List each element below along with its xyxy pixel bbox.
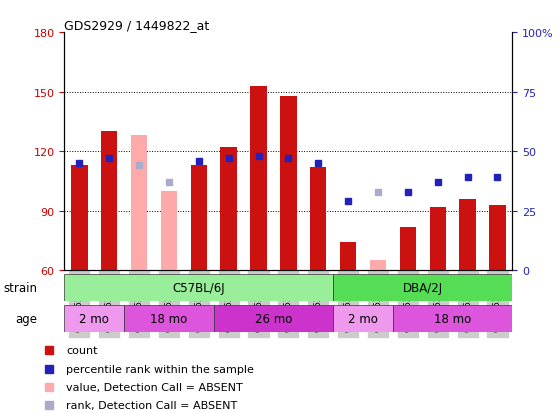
Bar (64, 275, 333, 301)
Text: strain: strain (3, 282, 38, 294)
Bar (214, 306, 333, 332)
Bar (340, 243, 356, 271)
Bar (250, 86, 267, 271)
Bar (124, 306, 214, 332)
Bar (333, 306, 393, 332)
Bar (71, 166, 87, 271)
Bar (430, 207, 446, 271)
Text: 2 mo: 2 mo (348, 313, 378, 325)
Bar (161, 191, 177, 271)
Bar (310, 168, 326, 271)
Bar (489, 205, 506, 271)
Text: value, Detection Call = ABSENT: value, Detection Call = ABSENT (66, 382, 243, 392)
Text: 26 mo: 26 mo (255, 313, 292, 325)
Bar (131, 136, 147, 271)
Text: C57BL/6J: C57BL/6J (172, 282, 225, 294)
Bar (101, 132, 118, 271)
Bar (221, 148, 237, 271)
Text: percentile rank within the sample: percentile rank within the sample (66, 364, 254, 374)
Text: 18 mo: 18 mo (434, 313, 472, 325)
Text: age: age (16, 313, 38, 325)
Text: rank, Detection Call = ABSENT: rank, Detection Call = ABSENT (66, 400, 237, 411)
Bar (393, 306, 512, 332)
Bar (370, 261, 386, 271)
Bar (190, 166, 207, 271)
Bar (333, 275, 512, 301)
Text: GDS2929 / 1449822_at: GDS2929 / 1449822_at (64, 19, 209, 32)
Bar (280, 96, 297, 271)
Text: 2 mo: 2 mo (80, 313, 109, 325)
Bar (64, 306, 124, 332)
Text: 18 mo: 18 mo (150, 313, 188, 325)
Bar (459, 199, 476, 271)
Text: count: count (66, 345, 98, 355)
Text: DBA/2J: DBA/2J (403, 282, 443, 294)
Bar (400, 227, 416, 271)
